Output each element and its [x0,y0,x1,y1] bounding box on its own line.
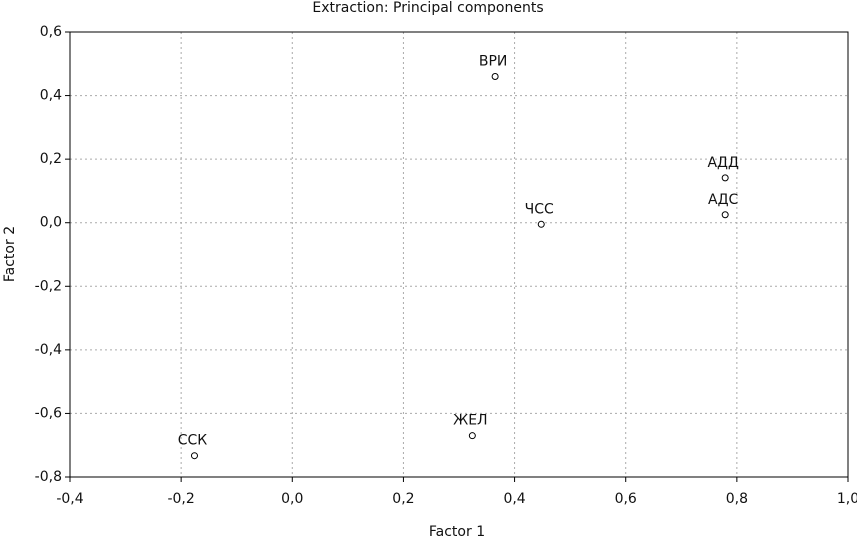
x-tick-label: 0,0 [281,491,303,507]
point [721,211,729,219]
point [190,452,198,460]
y-tick-label: -0,8 [35,469,62,485]
y-axis-label: Factor 2 [2,226,18,282]
point-label: АДС [708,192,739,208]
x-tick-label: 0,8 [726,491,748,507]
y-tick-label: -0,2 [35,278,62,294]
point [721,174,729,182]
x-axis-label: Factor 1 [429,524,485,540]
y-tick-label: 0,4 [40,88,62,104]
y-tick-label: 0,2 [40,151,62,167]
x-tick-label: 1,0 [837,491,857,507]
y-tick-label: 0,6 [40,24,62,40]
point-label: ЖЕЛ [453,413,487,429]
point [468,432,476,440]
point-label: ССК [178,433,208,449]
point [491,73,499,80]
point-label: ЧСС [525,201,554,217]
y-tick-label: -0,4 [35,342,62,358]
point-label: АДД [707,155,739,171]
y-tick-label: 0,0 [40,215,62,231]
x-tick-label: 0,6 [615,491,637,507]
plot-frame [69,31,849,478]
point-label: ВРИ [479,54,508,70]
x-tick-label: 0,2 [392,491,414,507]
y-tick-label: -0,6 [35,405,62,421]
x-tick-label: 0,4 [503,491,525,507]
x-tick-label: -0,2 [167,491,194,507]
x-tick-label: -0,4 [56,491,83,507]
chart-title: Extraction: Principal components [312,0,543,16]
point [537,220,545,228]
